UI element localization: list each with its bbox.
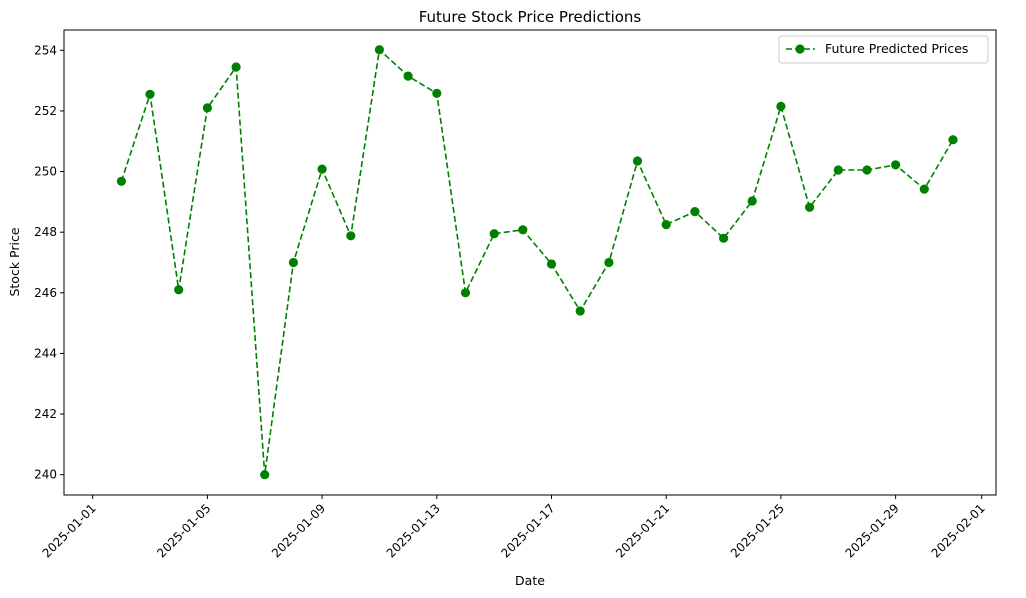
data-point	[489, 229, 499, 239]
data-point	[948, 135, 958, 145]
legend-label: Future Predicted Prices	[825, 41, 968, 56]
data-point	[719, 233, 729, 243]
data-point	[690, 207, 700, 217]
y-tick-label: 246	[34, 286, 57, 300]
series-line	[116, 45, 958, 480]
chart-title: Future Stock Price Predictions	[419, 8, 642, 26]
y-tick-label: 248	[34, 225, 57, 239]
legend-marker	[795, 44, 805, 54]
data-point	[604, 257, 614, 268]
y-tick-label: 244	[34, 346, 57, 360]
data-point	[460, 288, 471, 298]
y-tick-label: 254	[34, 43, 57, 57]
x-axis-label: Date	[515, 573, 545, 588]
series-path	[120, 48, 954, 475]
data-point	[403, 71, 413, 81]
x-tick-label: 2025-01-29	[843, 501, 902, 560]
y-tick-label: 242	[34, 407, 57, 421]
data-point	[891, 160, 901, 170]
legend: Future Predicted Prices	[778, 35, 989, 64]
data-point	[747, 196, 757, 206]
data-point	[919, 184, 929, 194]
data-point	[862, 165, 872, 175]
data-point	[805, 202, 815, 212]
data-point	[346, 231, 356, 241]
data-point	[546, 259, 557, 269]
data-point	[260, 470, 270, 480]
data-point	[632, 156, 643, 166]
data-point	[174, 285, 184, 295]
x-tick-label: 2025-01-17	[498, 501, 557, 560]
data-point	[661, 220, 671, 230]
data-point	[833, 165, 843, 175]
data-point	[145, 89, 155, 99]
data-point	[116, 176, 126, 186]
data-point	[374, 45, 384, 55]
x-tick-label: 2025-01-05	[154, 501, 213, 560]
y-tick-label: 240	[34, 468, 57, 482]
y-axis: 240 242 244 246 248 250 252 254	[34, 43, 64, 482]
legend-box	[778, 35, 989, 64]
x-tick-label: 2025-01-13	[384, 501, 443, 560]
y-axis-label: Stock Price	[7, 227, 22, 296]
x-tick-label: 2025-01-25	[728, 501, 787, 560]
data-point	[575, 306, 585, 316]
data-point	[202, 103, 212, 113]
x-axis: 2025-01-01 2025-01-05 2025-01-09 2025-01-13…	[40, 495, 988, 560]
y-tick-label: 250	[34, 165, 57, 179]
plot-frame	[63, 29, 997, 496]
data-point	[231, 62, 241, 72]
x-tick-label: 2025-01-21	[613, 501, 672, 560]
x-tick-label: 2025-01-01	[40, 501, 99, 560]
data-point	[518, 225, 528, 235]
x-tick-label: 2025-01-09	[269, 501, 328, 560]
data-point	[432, 88, 442, 98]
y-tick-label: 252	[34, 104, 57, 118]
x-tick-label: 2025-02-01	[929, 501, 988, 560]
data-point	[776, 101, 786, 111]
data-point	[288, 257, 298, 268]
data-point	[317, 164, 327, 174]
